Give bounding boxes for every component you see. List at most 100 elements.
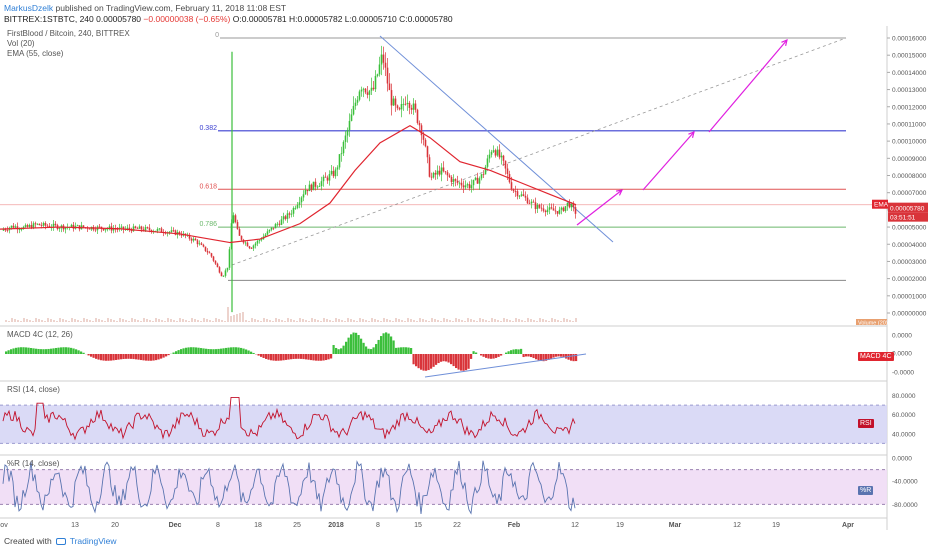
candle-body [552,208,555,211]
last-price: 0.00005780 [96,14,142,24]
macd-bar [452,354,455,367]
macd-bar [532,354,535,359]
macd-bar [225,347,228,354]
candle-body [476,177,479,184]
volume-bar [491,318,493,322]
volume-bar [350,319,352,322]
volume-bar [11,318,13,322]
publish-text: published on TradingView.com, February 1… [55,3,287,13]
macd-bar [360,338,363,354]
volume-bar [479,318,481,322]
macd-bar [47,348,50,354]
candle-body [562,207,565,212]
macd-bar [392,340,395,354]
macd-bar [97,354,100,360]
macd-bar [65,347,68,354]
macd-bar [5,351,8,354]
candle-body [480,174,483,179]
candle-body [308,184,311,192]
macd-bar [285,354,288,360]
volume-bar [431,318,433,322]
volume-bar [335,318,337,322]
candle-body [554,210,557,212]
candle-body [394,98,397,106]
macd-bar [200,348,203,354]
candle-body [304,190,307,195]
x-tick-label: 19 [616,522,624,529]
volume-bar [500,321,502,322]
candle-body [6,230,9,231]
macd-bar [357,335,360,354]
macd-bar [55,347,58,354]
legend-volume[interactable]: Vol (20) [7,39,35,48]
macd-bar [187,347,190,354]
candle-body [234,215,237,223]
macd-bar [142,354,145,361]
macd-bar [135,354,138,360]
candle-body [344,135,347,142]
candle-body [122,226,125,230]
volume-bar [257,320,259,322]
volume-bar [551,318,553,322]
candle-body [370,87,373,91]
volume-bar [44,321,46,322]
candle-body [376,74,379,76]
volume-bar [563,318,565,322]
candle-body [360,89,363,92]
legend-ema[interactable]: EMA (55, close) [7,49,64,58]
y-tick-label: 0.00007000 [892,190,927,197]
candle-body [58,228,61,229]
macd-bar [222,348,225,354]
macd-bar [17,347,20,354]
macd-bar [507,351,510,354]
macd-bar [362,342,365,354]
candle-body [190,238,193,241]
candle-body [512,189,515,192]
tradingview-brand[interactable]: TradingView [69,536,117,546]
volume-bar [344,321,346,322]
macd-bar [95,354,98,359]
macd-bar [10,349,13,354]
candle-body [94,229,97,231]
rsi-band [0,405,887,444]
candle-body [268,229,271,232]
author-name[interactable]: MarkusDzelk [4,3,54,13]
candle-body [116,229,119,230]
volume-bar [299,318,301,322]
volume-bar [128,321,130,322]
candle-body [538,204,541,208]
candle-body [240,235,243,240]
candle-body [232,215,235,224]
candle-body [342,141,345,154]
created-with-text: Created with [4,536,52,546]
volume-bar [536,321,538,322]
candle-body [238,229,241,236]
wr-title[interactable]: %R (14, close) [7,459,60,468]
candle-body [288,213,291,215]
legend-symbol[interactable]: FirstBlood / Bitcoin, 240, BITTREX [7,29,130,38]
macd-bar [552,354,555,358]
volume-bar [47,318,49,322]
macd-bar [245,349,248,354]
candle-body [14,226,17,228]
volume-bar [278,319,280,322]
macd-bar [342,345,345,354]
macd-title[interactable]: MACD 4C (12, 26) [7,330,73,339]
x-tick-label: 13 [71,522,79,529]
volume-bar [206,319,208,322]
volume-bar [191,318,193,322]
fib-level-label: 0.786 [199,221,217,228]
volume-bar [569,320,571,322]
volume-bar [164,321,166,322]
volume-bar [290,319,292,322]
rsi-title[interactable]: RSI (14, close) [7,385,60,394]
volume-bar [254,319,256,322]
candle-body [34,223,37,225]
projection-arrow [576,189,623,226]
volume-bar [149,320,151,322]
volume-bar [59,318,61,322]
candle-body [30,225,33,229]
macd-bar [437,354,440,364]
volume-bar [473,320,475,322]
